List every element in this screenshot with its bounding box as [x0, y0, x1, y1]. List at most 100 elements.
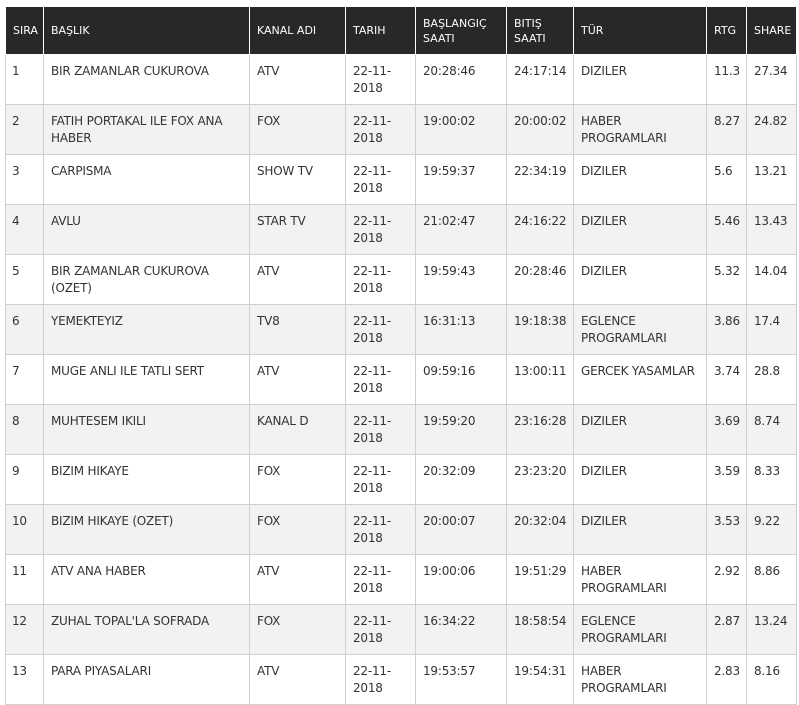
cell-channel: KANAL D [249, 404, 346, 455]
cell-date: 22-11-2018 [345, 254, 416, 305]
cell-rating: 3.53 [706, 504, 747, 555]
table-row: 8 MUHTESEM IKILI KANAL D 22-11-2018 19:5… [5, 404, 797, 455]
cell-rating: 5.6 [706, 154, 747, 205]
cell-date: 22-11-2018 [345, 454, 416, 505]
cell-share: 8.33 [746, 454, 797, 505]
cell-rating: 2.92 [706, 554, 747, 605]
cell-date: 22-11-2018 [345, 154, 416, 205]
table-row: 12 ZUHAL TOPAL'LA SOFRADA FOX 22-11-2018… [5, 604, 797, 655]
cell-start-time: 19:59:20 [415, 404, 507, 455]
cell-genre: DIZILER [573, 154, 707, 205]
cell-end-time: 20:28:46 [506, 254, 574, 305]
cell-rating: 3.86 [706, 304, 747, 355]
cell-title: BIR ZAMANLAR CUKUROVA (OZET) [43, 254, 250, 305]
cell-rank: 8 [5, 404, 44, 455]
cell-genre: HABER PROGRAMLARI [573, 654, 707, 705]
cell-share: 28.8 [746, 354, 797, 405]
cell-start-time: 19:59:43 [415, 254, 507, 305]
cell-rank: 4 [5, 204, 44, 255]
col-header-genre: TÜR [573, 6, 707, 55]
cell-rank: 13 [5, 654, 44, 705]
cell-rating: 5.32 [706, 254, 747, 305]
cell-date: 22-11-2018 [345, 604, 416, 655]
cell-start-time: 19:00:02 [415, 104, 507, 155]
cell-title: FATIH PORTAKAL ILE FOX ANA HABER [43, 104, 250, 155]
cell-start-time: 21:02:47 [415, 204, 507, 255]
cell-channel: TV8 [249, 304, 346, 355]
cell-genre: DIZILER [573, 454, 707, 505]
cell-share: 8.74 [746, 404, 797, 455]
col-header-share: SHARE [746, 6, 797, 55]
cell-end-time: 19:54:31 [506, 654, 574, 705]
cell-end-time: 24:17:14 [506, 54, 574, 105]
table-row: 2 FATIH PORTAKAL ILE FOX ANA HABER FOX 2… [5, 104, 797, 155]
col-header-title: BAŞLIK [43, 6, 250, 55]
cell-start-time: 19:00:06 [415, 554, 507, 605]
cell-start-time: 20:32:09 [415, 454, 507, 505]
cell-rank: 9 [5, 454, 44, 505]
cell-title: ATV ANA HABER [43, 554, 250, 605]
cell-rating: 11.3 [706, 54, 747, 105]
cell-end-time: 20:32:04 [506, 504, 574, 555]
cell-channel: FOX [249, 604, 346, 655]
cell-end-time: 23:23:20 [506, 454, 574, 505]
cell-start-time: 20:00:07 [415, 504, 507, 555]
cell-rank: 3 [5, 154, 44, 205]
cell-end-time: 19:18:38 [506, 304, 574, 355]
cell-date: 22-11-2018 [345, 554, 416, 605]
cell-channel: ATV [249, 54, 346, 105]
cell-rank: 10 [5, 504, 44, 555]
cell-share: 27.34 [746, 54, 797, 105]
cell-end-time: 23:16:28 [506, 404, 574, 455]
cell-genre: DIZILER [573, 254, 707, 305]
cell-date: 22-11-2018 [345, 204, 416, 255]
cell-channel: ATV [249, 254, 346, 305]
table-row: 5 BIR ZAMANLAR CUKUROVA (OZET) ATV 22-11… [5, 254, 797, 305]
cell-share: 8.16 [746, 654, 797, 705]
cell-channel: ATV [249, 554, 346, 605]
cell-share: 8.86 [746, 554, 797, 605]
col-header-start-time: BAŞLANGIÇ SAATI [415, 6, 507, 55]
cell-genre: EGLENCE PROGRAMLARI [573, 604, 707, 655]
table-row: 10 BIZIM HIKAYE (OZET) FOX 22-11-2018 20… [5, 504, 797, 555]
cell-genre: HABER PROGRAMLARI [573, 104, 707, 155]
cell-share: 24.82 [746, 104, 797, 155]
cell-end-time: 22:34:19 [506, 154, 574, 205]
col-header-channel: KANAL ADI [249, 6, 346, 55]
cell-title: BIZIM HIKAYE [43, 454, 250, 505]
cell-genre: HABER PROGRAMLARI [573, 554, 707, 605]
cell-rank: 6 [5, 304, 44, 355]
cell-start-time: 19:53:57 [415, 654, 507, 705]
cell-share: 17.4 [746, 304, 797, 355]
table-row: 3 CARPISMA SHOW TV 22-11-2018 19:59:37 2… [5, 154, 797, 205]
cell-genre: DIZILER [573, 404, 707, 455]
cell-title: MUGE ANLI ILE TATLI SERT [43, 354, 250, 405]
cell-start-time: 20:28:46 [415, 54, 507, 105]
cell-channel: ATV [249, 654, 346, 705]
col-header-rank: SIRA [5, 6, 44, 55]
cell-genre: DIZILER [573, 54, 707, 105]
col-header-date: TARIH [345, 6, 416, 55]
cell-share: 14.04 [746, 254, 797, 305]
table-row: 13 PARA PIYASALARI ATV 22-11-2018 19:53:… [5, 654, 797, 705]
cell-title: PARA PIYASALARI [43, 654, 250, 705]
cell-rank: 1 [5, 54, 44, 105]
col-header-rating: RTG [706, 6, 747, 55]
cell-rating: 8.27 [706, 104, 747, 155]
cell-share: 13.43 [746, 204, 797, 255]
cell-rating: 3.69 [706, 404, 747, 455]
cell-date: 22-11-2018 [345, 504, 416, 555]
cell-date: 22-11-2018 [345, 404, 416, 455]
cell-rating: 2.87 [706, 604, 747, 655]
cell-start-time: 16:34:22 [415, 604, 507, 655]
cell-start-time: 19:59:37 [415, 154, 507, 205]
cell-channel: FOX [249, 504, 346, 555]
table-row: 4 AVLU STAR TV 22-11-2018 21:02:47 24:16… [5, 204, 797, 255]
cell-rating: 3.74 [706, 354, 747, 405]
cell-title: AVLU [43, 204, 250, 255]
cell-channel: FOX [249, 454, 346, 505]
cell-channel: STAR TV [249, 204, 346, 255]
cell-start-time: 16:31:13 [415, 304, 507, 355]
cell-date: 22-11-2018 [345, 104, 416, 155]
cell-date: 22-11-2018 [345, 654, 416, 705]
